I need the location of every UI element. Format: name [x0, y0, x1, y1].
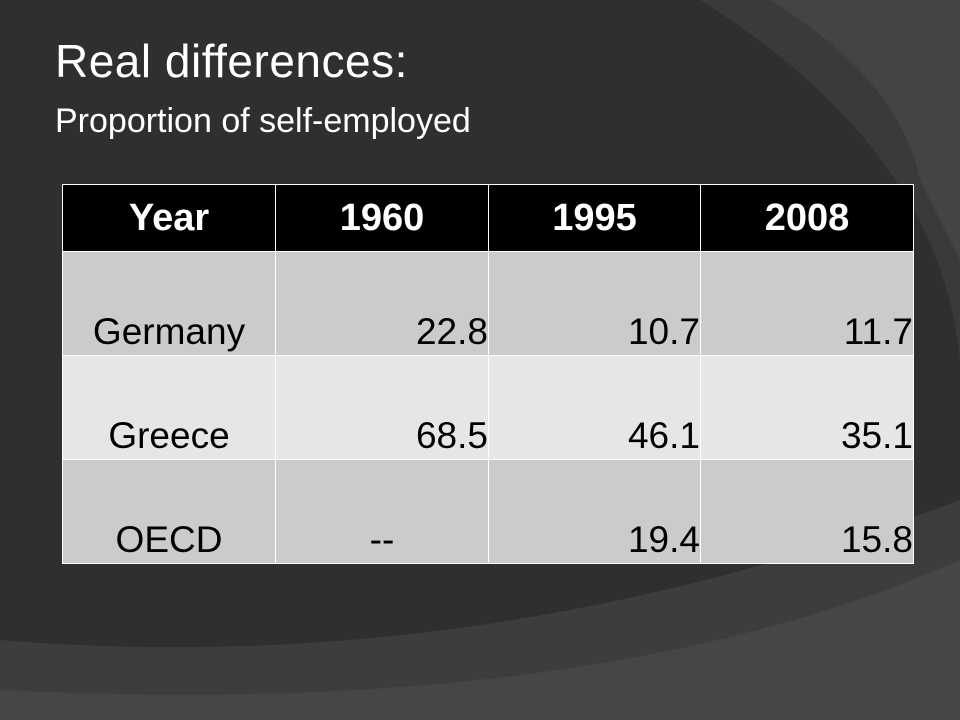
- value-cell: --: [275, 459, 489, 564]
- slide-title: Real differences:: [55, 35, 408, 87]
- header-1995: 1995: [488, 184, 701, 252]
- value-cell: 35.1: [700, 355, 914, 460]
- country-cell: Greece: [62, 355, 276, 460]
- table-row: OECD -- 19.4 15.8: [62, 459, 914, 564]
- table-header-row: Year 1960 1995 2008: [62, 184, 914, 252]
- table-row: Germany 22.8 10.7 11.7: [62, 251, 914, 356]
- country-cell: Germany: [62, 251, 276, 356]
- table-row: Greece 68.5 46.1 35.1: [62, 355, 914, 460]
- header-2008: 2008: [700, 184, 914, 252]
- value-cell: 19.4: [488, 459, 701, 564]
- country-cell: OECD: [62, 459, 276, 564]
- value-cell: 11.7: [700, 251, 914, 356]
- value-cell: 46.1: [488, 355, 701, 460]
- value-cell: 68.5: [275, 355, 489, 460]
- value-cell: 22.8: [275, 251, 489, 356]
- value-cell: 10.7: [488, 251, 701, 356]
- slide-subtitle: Proportion of self-employed: [55, 102, 471, 140]
- self-employed-table: Year 1960 1995 2008 Germany 22.8 10.7 11…: [62, 184, 914, 564]
- header-1960: 1960: [275, 184, 489, 252]
- header-year: Year: [62, 184, 276, 252]
- value-cell: 15.8: [700, 459, 914, 564]
